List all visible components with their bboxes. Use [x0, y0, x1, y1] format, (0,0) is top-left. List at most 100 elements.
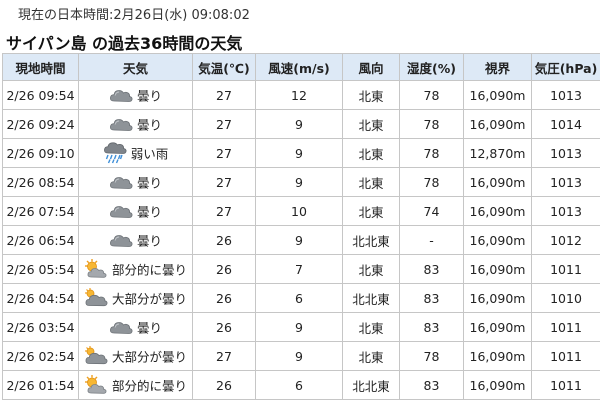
wind-direction-cell: 北北東: [342, 283, 400, 313]
pressure-cell: 1011: [531, 341, 600, 371]
visibility-cell: 16,090m: [463, 341, 532, 371]
temperature-cell: 27: [192, 167, 256, 197]
wind-direction-cell: 北北東: [342, 370, 400, 400]
table-row: 2/26 07:54 曇り 27 10 北東 74 16,090m 1013: [2, 196, 600, 226]
current-time: 現在の日本時間:2月26日(水) 09:08:02: [18, 8, 250, 23]
header-humidity: 湿度(%): [399, 53, 464, 81]
condition-cell: 大部分が曇り: [78, 341, 193, 371]
temperature-cell: 27: [192, 80, 256, 110]
condition-cell: 曇り: [78, 167, 193, 197]
condition-label: 曇り: [136, 320, 162, 336]
temperature-cell: 26: [192, 225, 256, 255]
condition-label: 部分的に曇り: [111, 378, 187, 394]
visibility-cell: 16,090m: [463, 312, 532, 342]
wind-speed-cell: 9: [255, 109, 343, 139]
humidity-cell: 83: [399, 254, 464, 284]
pressure-cell: 1013: [531, 196, 600, 226]
wind-speed-cell: 10: [255, 196, 343, 226]
table-row: 2/26 08:54 曇り 27 9 北東 78 16,090m 1013: [2, 167, 600, 197]
condition-label: 曇り: [136, 117, 162, 133]
mostly-cloudy-icon: [84, 345, 108, 367]
condition-label: 大部分が曇り: [111, 291, 187, 307]
visibility-cell: 16,090m: [463, 254, 532, 284]
wind-direction-cell: 北東: [342, 138, 400, 168]
condition-label: 部分的に曇り: [111, 262, 187, 278]
pressure-cell: 1010: [531, 283, 600, 313]
cloudy-icon: [109, 113, 133, 135]
temperature-cell: 27: [192, 138, 256, 168]
pressure-cell: 1011: [531, 370, 600, 400]
header-time: 現地時間: [2, 53, 79, 81]
humidity-cell: 74: [399, 196, 464, 226]
cloudy-icon: [109, 171, 133, 193]
partly-cloudy-icon: [84, 258, 108, 280]
visibility-cell: 16,090m: [463, 167, 532, 197]
condition-label: 曇り: [136, 233, 162, 249]
temperature-cell: 27: [192, 109, 256, 139]
humidity-cell: 83: [399, 312, 464, 342]
wind-direction-cell: 北東: [342, 312, 400, 342]
header-temperature: 気温(℃): [192, 53, 256, 81]
cloudy-icon: [109, 316, 133, 338]
wind-direction-cell: 北東: [342, 167, 400, 197]
humidity-cell: 78: [399, 80, 464, 110]
humidity-cell: 83: [399, 283, 464, 313]
time-cell: 2/26 07:54: [2, 196, 79, 226]
weather-table: 現地時間 天気 気温(℃) 風速(m/s) 風向 湿度(%) 視界 気圧(hPa…: [2, 53, 600, 400]
condition-label: 大部分が曇り: [111, 349, 187, 365]
wind-speed-cell: 9: [255, 312, 343, 342]
temperature-cell: 26: [192, 370, 256, 400]
condition-cell: 曇り: [78, 80, 193, 110]
time-cell: 2/26 05:54: [2, 254, 79, 284]
visibility-cell: 16,090m: [463, 196, 532, 226]
table-row: 2/26 09:24 曇り 27 9 北東 78 16,090m 1014: [2, 109, 600, 139]
humidity-cell: 78: [399, 341, 464, 371]
wind-direction-cell: 北東: [342, 109, 400, 139]
visibility-cell: 16,090m: [463, 370, 532, 400]
table-row: 2/26 05:54 部分的に曇り 26 7 北東 83 16,090m 1011: [2, 254, 600, 284]
table-header-row: 現地時間 天気 気温(℃) 風速(m/s) 風向 湿度(%) 視界 気圧(hPa…: [2, 53, 600, 81]
wind-speed-cell: 12: [255, 80, 343, 110]
wind-direction-cell: 北東: [342, 80, 400, 110]
temperature-cell: 26: [192, 283, 256, 313]
visibility-cell: 16,090m: [463, 80, 532, 110]
visibility-cell: 12,870m: [463, 138, 532, 168]
temperature-cell: 26: [192, 254, 256, 284]
humidity-cell: 78: [399, 167, 464, 197]
wind-speed-cell: 9: [255, 341, 343, 371]
wind-direction-cell: 北北東: [342, 225, 400, 255]
time-cell: 2/26 04:54: [2, 283, 79, 313]
condition-cell: 曇り: [78, 225, 193, 255]
header-visibility: 視界: [463, 53, 532, 81]
condition-label: 曇り: [136, 204, 162, 220]
wind-direction-cell: 北東: [342, 341, 400, 371]
table-row: 2/26 06:54 曇り 26 9 北北東 -16,090m 1012: [2, 225, 600, 255]
time-cell: 2/26 03:54: [2, 312, 79, 342]
time-cell: 2/26 09:10: [2, 138, 79, 168]
visibility-cell: 16,090m: [463, 225, 532, 255]
time-cell: 2/26 09:54: [2, 80, 79, 110]
condition-cell: 部分的に曇り: [78, 370, 193, 400]
mostly-cloudy-icon: [84, 287, 108, 309]
condition-cell: 曇り: [78, 109, 193, 139]
wind-speed-cell: 9: [255, 138, 343, 168]
table-row: 2/26 02:54 大部分が曇り 27 9 北東 78 16,090m 1011: [2, 341, 600, 371]
pressure-cell: 1011: [531, 312, 600, 342]
condition-cell: 曇り: [78, 312, 193, 342]
header-wind-speed: 風速(m/s): [255, 53, 343, 81]
humidity-cell: -: [399, 225, 464, 255]
pressure-cell: 1013: [531, 80, 600, 110]
time-cell: 2/26 06:54: [2, 225, 79, 255]
cloudy-icon: [109, 200, 133, 222]
condition-cell: 曇り: [78, 196, 193, 226]
table-row: 2/26 03:54 曇り 26 9 北東 83 16,090m 1011: [2, 312, 600, 342]
cloudy-icon: [109, 84, 133, 106]
wind-speed-cell: 6: [255, 283, 343, 313]
wind-speed-cell: 9: [255, 225, 343, 255]
humidity-cell: 78: [399, 138, 464, 168]
header-wind-direction: 風向: [342, 53, 400, 81]
pressure-cell: 1013: [531, 138, 600, 168]
pressure-cell: 1013: [531, 167, 600, 197]
page-title: サイパン島 の過去36時間の天気: [6, 34, 243, 53]
rain-icon: [103, 142, 127, 164]
